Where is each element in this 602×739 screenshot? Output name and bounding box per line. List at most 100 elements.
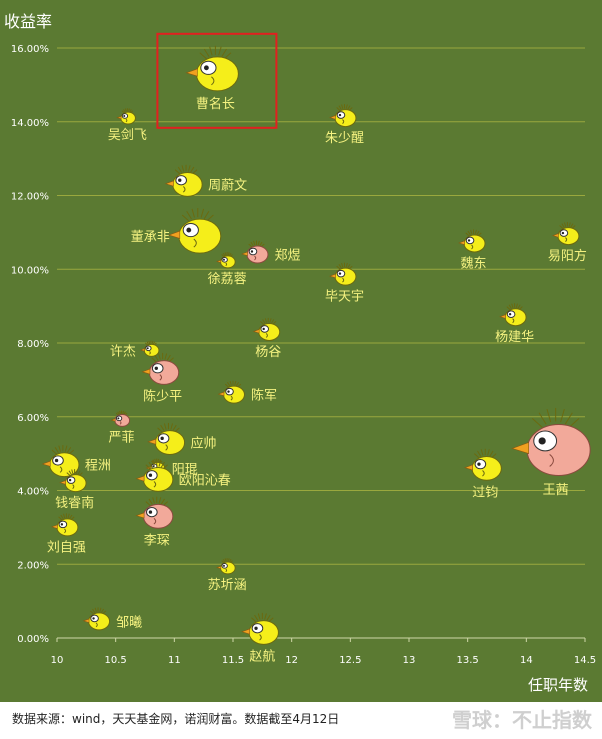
chick-crest bbox=[480, 449, 484, 456]
chick-crest bbox=[559, 225, 564, 229]
chick-crest bbox=[251, 617, 257, 623]
chick-pupil bbox=[254, 626, 258, 630]
chick-crest bbox=[564, 412, 573, 425]
chick-crest bbox=[148, 498, 153, 505]
chick-crest bbox=[221, 560, 225, 564]
chick-crest bbox=[58, 445, 62, 452]
chick-wing bbox=[153, 481, 157, 488]
chick-crest bbox=[64, 445, 68, 452]
chick-pupil bbox=[250, 250, 254, 253]
chick-beak bbox=[139, 348, 145, 352]
chick-crest bbox=[190, 166, 195, 173]
chick-crest bbox=[123, 109, 126, 113]
point-label: 赵航 bbox=[249, 648, 275, 664]
chick-crest bbox=[487, 449, 490, 456]
chick-crest bbox=[158, 497, 162, 504]
chick-crest bbox=[262, 319, 266, 324]
chick-beak bbox=[164, 180, 174, 187]
chick-crest bbox=[128, 108, 130, 112]
chick-crest bbox=[221, 254, 225, 257]
chick-marker bbox=[141, 352, 180, 385]
chick-marker bbox=[329, 104, 357, 128]
chick-crest bbox=[67, 513, 70, 519]
chick-pupil bbox=[338, 113, 342, 117]
chick-crest bbox=[151, 357, 157, 363]
chick-wing bbox=[565, 237, 568, 242]
chick-pupil bbox=[154, 366, 158, 370]
point-label: 阳琨 bbox=[172, 462, 198, 477]
chick-body bbox=[148, 360, 180, 385]
chick-crest bbox=[345, 104, 348, 109]
y-tick-label: 16.00% bbox=[11, 44, 49, 55]
point-label: 陈少平 bbox=[143, 389, 182, 405]
chick-wing bbox=[211, 76, 215, 86]
chick-crest bbox=[145, 342, 149, 346]
chick-marker bbox=[216, 558, 236, 575]
chick-wing bbox=[59, 466, 63, 473]
chick-wing bbox=[182, 186, 186, 193]
chick-crest bbox=[92, 608, 96, 614]
chick-beak bbox=[464, 464, 473, 471]
chick-crest bbox=[199, 52, 207, 60]
chick-crest bbox=[160, 424, 165, 431]
chick-body bbox=[471, 455, 502, 481]
chick-body bbox=[178, 218, 222, 254]
chick-crest bbox=[100, 608, 105, 614]
chick-beak bbox=[241, 628, 251, 635]
chick-crest bbox=[257, 613, 261, 620]
y-axis-title: 收益率 bbox=[4, 12, 52, 31]
x-tick-label: 12 bbox=[285, 655, 298, 666]
chick-crest bbox=[347, 105, 351, 110]
chick-crest bbox=[269, 318, 272, 323]
chick-crest bbox=[148, 461, 153, 468]
chick-crest bbox=[229, 380, 232, 386]
point-label: 欧阳沁春 bbox=[179, 473, 231, 488]
chick-marker bbox=[241, 240, 269, 264]
point-label: 应帅 bbox=[190, 436, 216, 452]
chick-wing bbox=[230, 395, 233, 401]
chick-crest bbox=[506, 306, 511, 311]
chick-crest bbox=[69, 514, 73, 520]
chick-crest bbox=[222, 558, 226, 563]
chick-crest bbox=[467, 230, 471, 236]
chick-crest bbox=[570, 223, 574, 228]
chick-crest bbox=[470, 229, 473, 235]
chick-crest bbox=[187, 165, 191, 172]
chick-crest bbox=[158, 459, 162, 463]
chick-pupil bbox=[146, 347, 149, 350]
chick-pupil bbox=[227, 390, 230, 393]
chick-wing bbox=[149, 351, 151, 355]
chick-beak bbox=[329, 273, 336, 279]
chick-marker bbox=[135, 496, 174, 529]
y-tick-label: 0.00% bbox=[17, 634, 49, 645]
chick-marker bbox=[217, 380, 245, 404]
chick-crest bbox=[345, 262, 348, 268]
chick-crest bbox=[218, 46, 222, 56]
chick-wing bbox=[549, 454, 554, 467]
chick-crest bbox=[560, 409, 565, 423]
chick-marker bbox=[59, 469, 87, 493]
chick-wing bbox=[254, 255, 257, 261]
chick-beak bbox=[141, 368, 151, 375]
brand-watermark: 雪球：不止指数 bbox=[452, 708, 592, 732]
chick-pupil bbox=[148, 510, 153, 514]
chick-marker bbox=[464, 448, 502, 481]
chick-crest bbox=[546, 409, 552, 423]
chick-crest bbox=[117, 411, 120, 415]
x-tick-label: 14.5 bbox=[574, 655, 596, 666]
scatter-chart: 0.00% 2.00% 4.00% 6.00% 8.00% 10.00% 12.00% 14.… bbox=[0, 0, 602, 702]
point-label: 董承非 bbox=[131, 230, 170, 245]
chick-crest bbox=[515, 303, 518, 309]
chick-marker bbox=[167, 208, 222, 254]
chick-beak bbox=[216, 565, 222, 570]
chick-crest bbox=[561, 223, 565, 228]
chick-crest bbox=[145, 501, 151, 507]
chick-crest bbox=[181, 165, 185, 172]
chick-crest bbox=[508, 304, 512, 309]
chick-crest bbox=[99, 607, 102, 613]
chick-crest bbox=[474, 229, 477, 235]
chick-crest bbox=[170, 423, 173, 430]
chick-crest bbox=[177, 166, 183, 173]
highlight-box bbox=[156, 32, 278, 129]
y-tick-label: 2.00% bbox=[17, 560, 49, 571]
